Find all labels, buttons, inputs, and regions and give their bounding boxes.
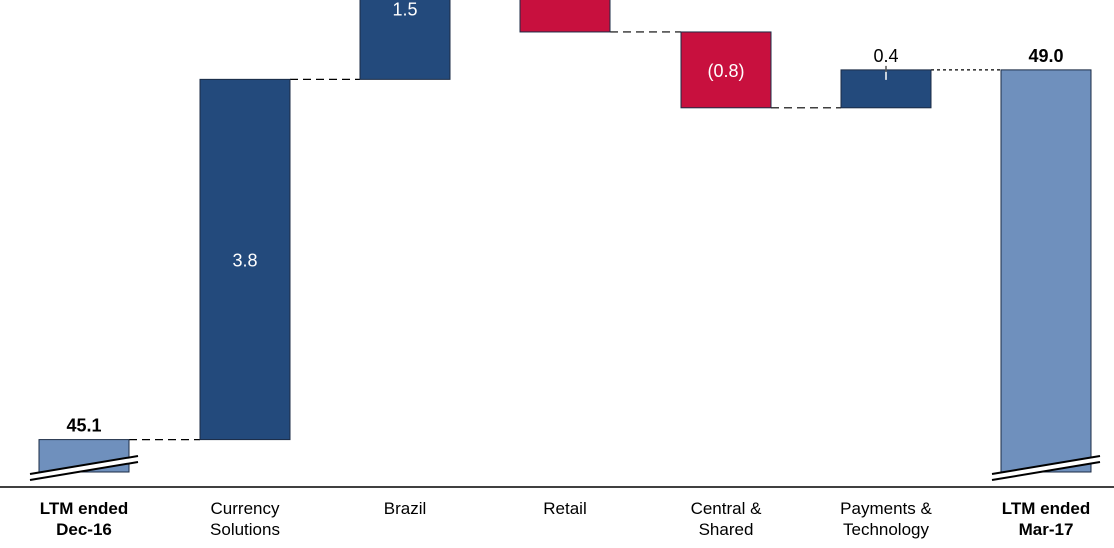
data-label: 49.0 <box>1028 46 1063 66</box>
axis-break-line <box>29 455 139 475</box>
category-label: Central & <box>691 499 763 518</box>
category-label: Brazil <box>384 499 427 518</box>
bar <box>199 78 291 441</box>
category-label: Technology <box>843 520 930 539</box>
axis-break-gap <box>30 456 138 480</box>
data-label: 1.5 <box>392 0 417 19</box>
category-label: LTM ended <box>1002 499 1090 518</box>
category-label: Dec-16 <box>56 520 112 539</box>
category-label: Payments & <box>840 499 932 518</box>
category-label: Shared <box>699 520 754 539</box>
category-label: LTM ended <box>40 499 128 518</box>
data-label: 3.8 <box>232 250 257 270</box>
category-label: Retail <box>543 499 586 518</box>
category-label: Solutions <box>210 520 280 539</box>
axis-break-gap <box>992 456 1100 480</box>
axis-break-line <box>29 461 139 481</box>
category-label: Currency <box>211 499 280 518</box>
data-label: (0.8) <box>707 61 744 81</box>
category-label: Mar-17 <box>1019 520 1074 539</box>
bar <box>1000 69 1092 473</box>
data-label: 45.1 <box>66 416 101 436</box>
axis-break-line <box>991 461 1101 481</box>
data-label: 0.4 <box>873 46 898 66</box>
bar <box>519 0 611 33</box>
axis-break-line <box>991 455 1101 475</box>
bar <box>359 0 451 80</box>
bar <box>680 31 772 109</box>
